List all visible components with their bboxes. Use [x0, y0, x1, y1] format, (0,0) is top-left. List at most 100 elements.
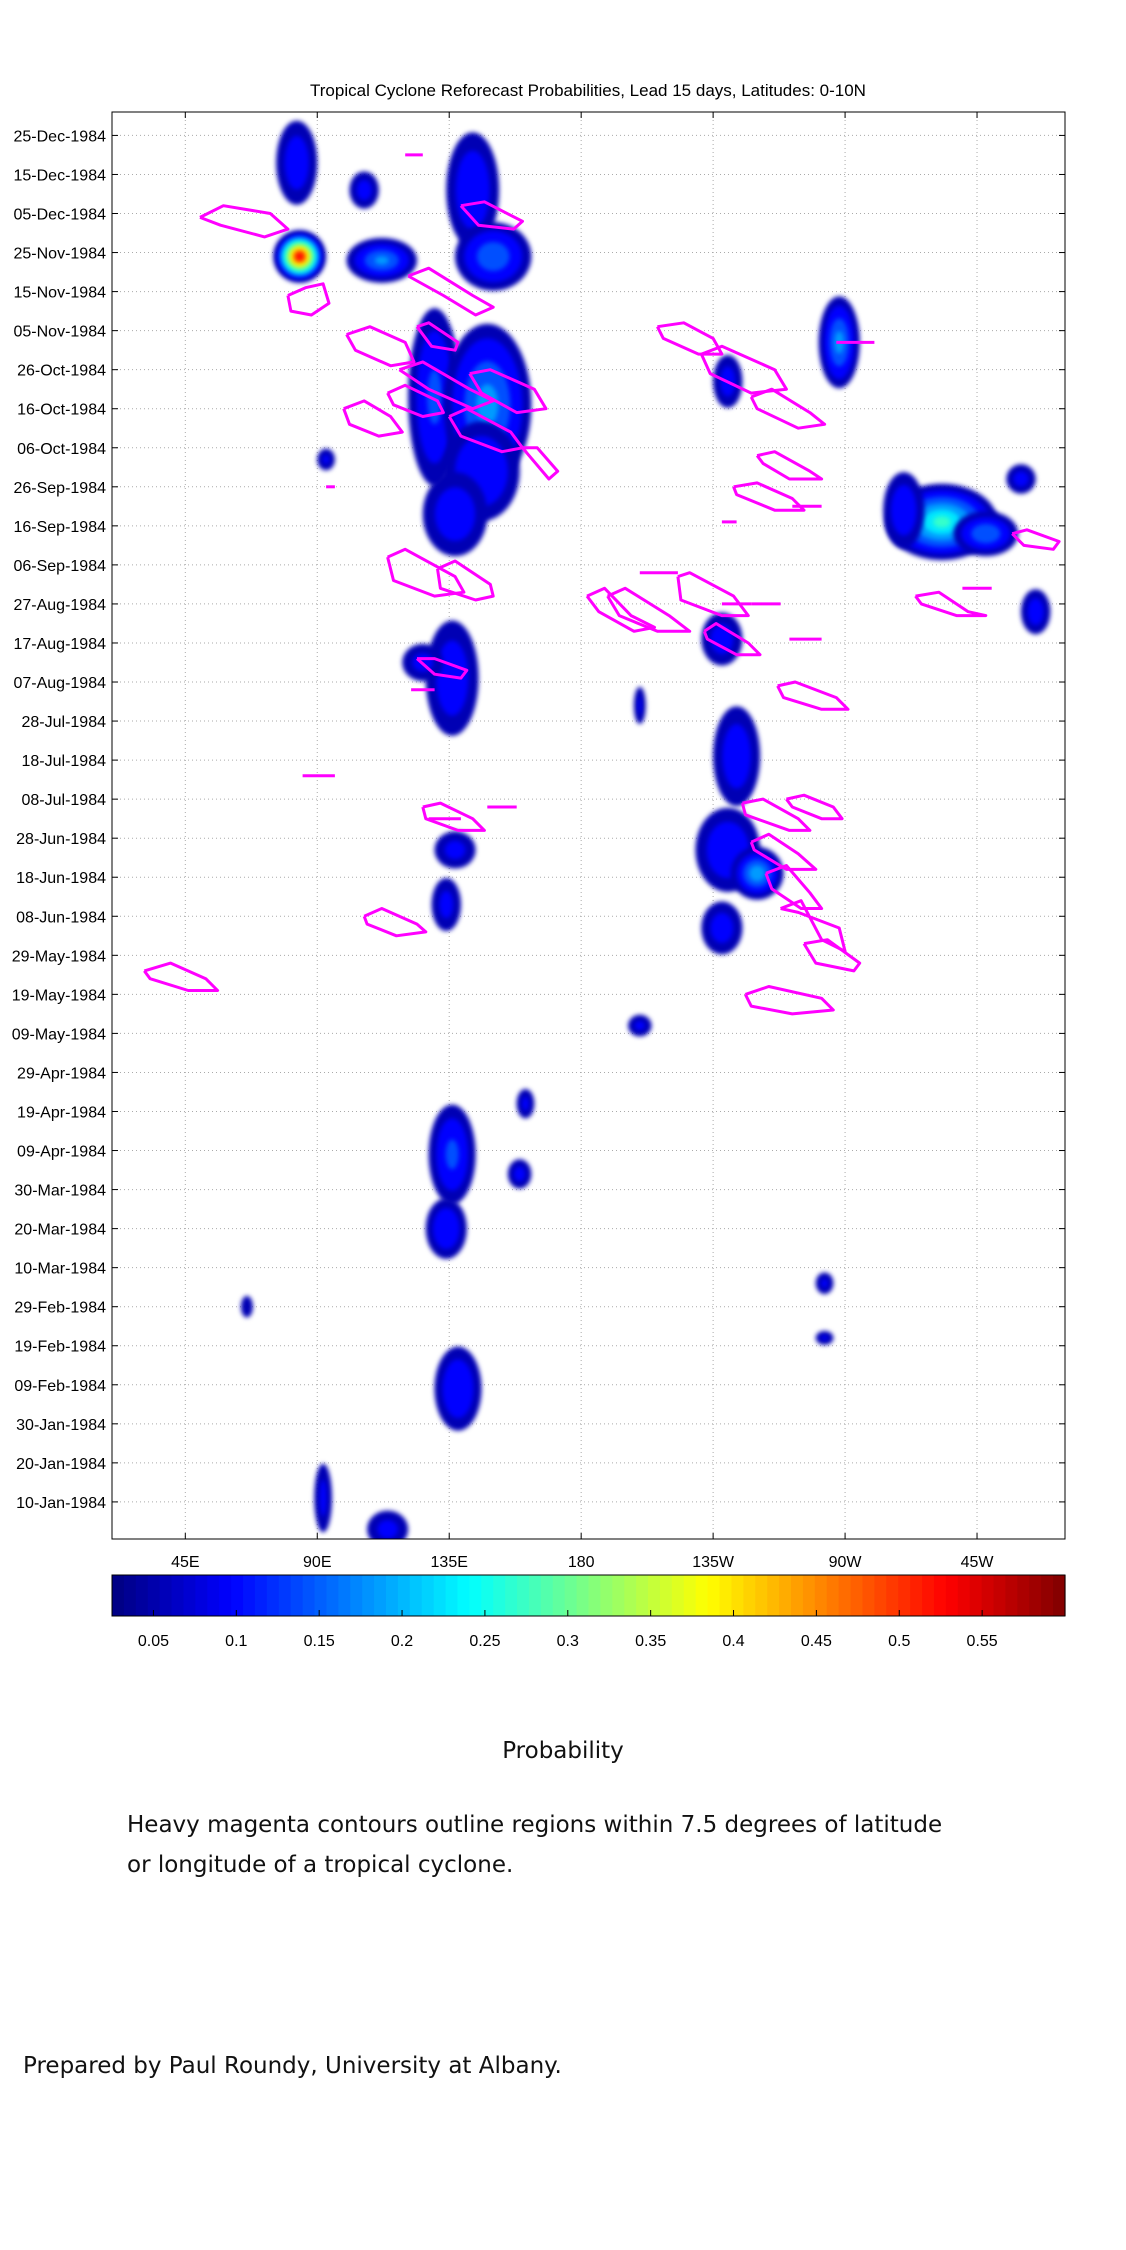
colorbar-segment [481, 1575, 494, 1616]
colorbar-segment [374, 1575, 387, 1616]
colorbar-tick-label: 0.1 [225, 1633, 247, 1650]
colorbar-segment [779, 1575, 792, 1616]
y-tick-label: 06-Oct-1984 [17, 441, 106, 458]
y-tick-label: 25-Nov-1984 [14, 246, 107, 263]
colorbar-segment [802, 1575, 816, 1616]
colorbar-segment [731, 1575, 744, 1616]
cyclone-contour [199, 204, 290, 239]
y-tick-label: 25-Dec-1984 [14, 128, 107, 145]
cyclone-contour [386, 547, 466, 598]
colorbar-tick-label: 0.55 [967, 1633, 998, 1650]
colorbar-segment [421, 1575, 435, 1616]
colorbar-segment [683, 1575, 697, 1616]
colorbar-frame [111, 1574, 1066, 1617]
colorbar-segment [1029, 1575, 1042, 1616]
colorbar-segment [123, 1575, 137, 1616]
colorbar-segment [564, 1575, 578, 1616]
probability-level [319, 1479, 327, 1517]
probability-level [433, 1208, 460, 1250]
probability-region [240, 1295, 253, 1318]
probability-level [710, 912, 734, 944]
x-tick-label: 45E [171, 1554, 199, 1571]
cyclone-contour [700, 344, 788, 395]
colorbar-segment [1017, 1575, 1030, 1616]
colorbar-tick-label: 0.45 [801, 1633, 832, 1650]
cyclone-contour [749, 832, 818, 871]
probability-level [284, 135, 309, 190]
y-tick-label: 26-Sep-1984 [13, 480, 106, 497]
colorbar-tick-label: 0.2 [391, 1633, 413, 1650]
probability-level [439, 890, 454, 919]
y-tick-label: 17-Aug-1984 [13, 636, 106, 653]
colorbar-segment [945, 1575, 959, 1616]
probability-level [356, 180, 372, 201]
y-tick-label: 08-Jun-1984 [16, 909, 106, 926]
y-tick-label: 29-May-1984 [12, 948, 106, 965]
colorbar-segment [719, 1575, 733, 1616]
colorbar-segment [552, 1575, 566, 1616]
colorbar-segment [159, 1575, 173, 1616]
colorbar-segment [314, 1575, 328, 1616]
colorbar-segment [397, 1575, 411, 1616]
cyclone-contour [802, 938, 862, 973]
plot-area-background [112, 112, 1065, 1539]
y-tick-label: 09-Apr-1984 [17, 1144, 106, 1161]
probability-level [442, 1359, 474, 1418]
probability-level [722, 723, 751, 789]
colorbar-segment [219, 1575, 232, 1616]
colorbar-segment [695, 1575, 709, 1616]
probability-level [322, 454, 330, 465]
x-tick-label: 135E [431, 1554, 468, 1571]
colorbar-segment [457, 1575, 470, 1616]
cyclone-contour [702, 622, 762, 657]
cyclone-contour [749, 387, 827, 430]
note-line-2: or longitude of a tropical cyclone. [127, 1852, 514, 1878]
colorbar-segment [791, 1575, 804, 1616]
probability-level [1027, 598, 1044, 626]
y-tick-label: 08-Jul-1984 [22, 792, 107, 809]
y-tick-label: 19-May-1984 [12, 987, 106, 1004]
colorbar-segment [671, 1575, 685, 1616]
colorbar-segment [362, 1575, 375, 1616]
x-axis: 45E 90E 135E 180 135W 90W 45W [171, 112, 994, 1571]
colorbar-segment [612, 1575, 625, 1616]
colorbar-segment [147, 1575, 161, 1616]
cyclone-contour [468, 368, 548, 415]
y-tick-label: 27-Aug-1984 [13, 597, 106, 614]
colorbar-tick-label: 0.35 [635, 1633, 666, 1650]
colorbar-segment [910, 1575, 923, 1616]
colorbar-segment [957, 1575, 971, 1616]
colorbar-segment [1005, 1575, 1018, 1616]
y-tick-label: 19-Apr-1984 [17, 1104, 106, 1121]
probability-level [821, 1335, 828, 1341]
colorbar-segment [659, 1575, 673, 1616]
colorbar-label: Probability [502, 1738, 624, 1764]
colorbar-segment [338, 1575, 351, 1616]
y-tick-label: 29-Feb-1984 [14, 1300, 106, 1317]
cyclone-contour [656, 321, 724, 356]
colorbar-segment [445, 1575, 459, 1616]
cyclone-contour [436, 559, 495, 602]
colorbar-segment [814, 1575, 828, 1616]
colorbar-segment [755, 1575, 768, 1616]
colorbar-segment [826, 1575, 840, 1616]
probability-level [513, 1166, 526, 1182]
probability-level [377, 1520, 398, 1539]
y-tick-label: 07-Aug-1984 [13, 675, 106, 692]
plot-area-frame [111, 111, 1066, 1540]
y-tick-label: 09-May-1984 [12, 1026, 106, 1043]
colorbar-segment [874, 1575, 887, 1616]
y-tick-label: 30-Jan-1984 [16, 1417, 106, 1434]
credit-text: Prepared by Paul Roundy, University at A… [23, 2053, 562, 2079]
y-tick-label: 20-Jan-1984 [16, 1456, 106, 1473]
cyclone-contour [776, 680, 850, 711]
colorbar-segment [505, 1575, 518, 1616]
y-tick-label: 06-Sep-1984 [13, 558, 106, 575]
cyclone-contour [386, 383, 445, 418]
cyclone-contour [286, 282, 331, 317]
x-tick-label: 90E [303, 1554, 331, 1571]
probability-level [971, 523, 1001, 544]
probability-level [374, 256, 389, 265]
colorbar-segment [409, 1575, 423, 1616]
y-tick-label: 29-Apr-1984 [17, 1065, 106, 1082]
